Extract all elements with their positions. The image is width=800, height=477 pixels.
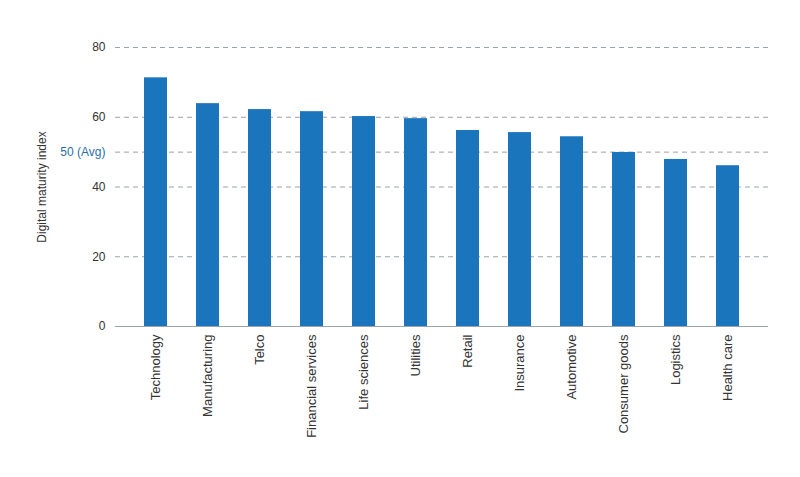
svg-text:Automotive: Automotive <box>564 335 579 400</box>
svg-text:40: 40 <box>92 180 106 194</box>
svg-text:Retail: Retail <box>460 334 475 367</box>
svg-text:Consumer goods: Consumer goods <box>616 334 631 433</box>
svg-text:80: 80 <box>92 40 106 54</box>
svg-text:Life sciences: Life sciences <box>356 334 371 410</box>
svg-text:Telco: Telco <box>252 335 267 365</box>
svg-text:Digital maturity index: Digital maturity index <box>35 131 49 242</box>
svg-text:50 (Avg): 50 (Avg) <box>60 145 105 159</box>
svg-text:20: 20 <box>92 250 106 264</box>
svg-text:Health care: Health care <box>720 335 735 401</box>
svg-text:Logistics: Logistics <box>668 334 683 385</box>
svg-text:Financial services: Financial services <box>304 334 319 438</box>
svg-text:0: 0 <box>99 319 106 333</box>
svg-text:Insurance: Insurance <box>512 335 527 392</box>
svg-text:Technology: Technology <box>148 334 163 400</box>
svg-text:Manufacturing: Manufacturing <box>200 335 215 417</box>
svg-text:60: 60 <box>92 110 106 124</box>
svg-text:Utilities: Utilities <box>408 334 423 376</box>
